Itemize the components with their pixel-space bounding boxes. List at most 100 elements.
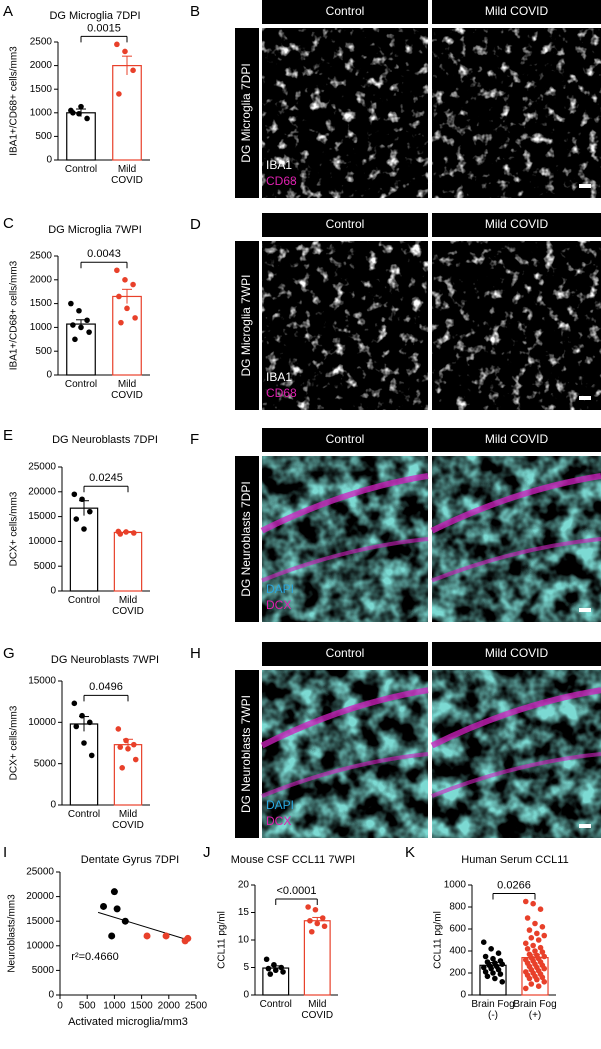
y-tick-label: 0 <box>48 990 54 1001</box>
data-point <box>73 516 80 522</box>
panel-letter: E <box>3 427 13 444</box>
panel-letter: G <box>3 645 15 662</box>
x-tick-label: Mild COVID <box>301 999 334 1021</box>
y-tick-label: 2500 <box>30 251 53 262</box>
data-point <box>528 935 535 941</box>
stain-label: CD68 <box>266 174 297 188</box>
y-tick-label: 0 <box>46 155 52 166</box>
side-bar <box>235 28 259 198</box>
panel-letter: A <box>3 3 13 20</box>
micrograph-texture <box>262 241 428 410</box>
y-tick-label: 0 <box>46 370 52 381</box>
data-point <box>488 946 494 952</box>
p-value: <0.0001 <box>276 885 316 897</box>
data-point <box>117 531 124 537</box>
column-header-label: Control <box>326 646 365 660</box>
dcx-band <box>430 687 601 749</box>
data-point <box>68 300 74 307</box>
y-axis-label: CCL11 pg/ml <box>217 911 228 969</box>
data-point <box>526 975 533 982</box>
side-label: DG Neuroblasts 7WPI <box>239 695 253 813</box>
data-point <box>499 979 506 985</box>
column-header-label: Mild COVID <box>485 217 549 231</box>
y-tick-label: 400 <box>449 946 466 957</box>
x-tick-label: Mild COVID <box>111 164 143 186</box>
y-tick-label: 20000 <box>28 486 56 497</box>
x-tick-label: 1500 <box>130 1001 153 1012</box>
column-header <box>432 428 601 452</box>
chart-title: DG Microglia 7WPI <box>48 224 142 236</box>
data-point <box>495 966 502 973</box>
fit-line <box>97 911 188 941</box>
data-point <box>131 530 137 536</box>
micrograph-texture <box>432 241 601 410</box>
data-point <box>539 974 546 981</box>
data-point <box>541 965 548 972</box>
x-tick-label: Mild COVID <box>111 379 143 401</box>
scale-bar <box>579 608 591 612</box>
x-tick-label: Control <box>259 999 292 1010</box>
bar <box>113 531 143 592</box>
y-tick-label: 0 <box>50 800 56 811</box>
side-bar <box>235 456 259 622</box>
p-value: 0.0043 <box>87 248 121 260</box>
y-tick-label: 15000 <box>28 676 56 687</box>
micrograph-texture <box>432 28 601 198</box>
chart-title: DG Neuroblasts 7WPI <box>51 654 159 666</box>
y-tick-label: 15000 <box>26 916 54 927</box>
data-point <box>484 973 491 980</box>
y-tick-label: 2000 <box>30 274 53 285</box>
data-point <box>70 110 76 116</box>
data-point <box>86 329 92 335</box>
dcx-band <box>431 752 601 798</box>
y-tick-label: 600 <box>449 924 466 935</box>
y-tick-label: 0 <box>243 990 249 1001</box>
data-point <box>131 741 137 748</box>
data-point <box>114 267 120 274</box>
data-point <box>143 932 151 940</box>
y-tick-label: 10000 <box>26 940 54 951</box>
data-point <box>482 953 489 960</box>
data-point <box>79 496 85 503</box>
data-point <box>78 324 84 331</box>
data-point <box>132 756 139 763</box>
y-tick-label: 10000 <box>28 717 56 728</box>
y-axis-label: IBA1+/CD68+ cells/mm3 <box>9 260 20 370</box>
stain-label: DCX <box>266 814 291 828</box>
data-point <box>123 529 129 535</box>
y-tick-label: 5000 <box>32 965 55 976</box>
p-value: 0.0015 <box>87 22 121 34</box>
data-point <box>116 293 122 300</box>
data-point <box>534 930 540 937</box>
y-tick-label: 20 <box>238 880 250 891</box>
x-tick-label: Control <box>64 379 98 390</box>
data-point <box>532 948 538 954</box>
data-point <box>124 305 130 312</box>
data-point <box>115 726 122 732</box>
scale-bar <box>579 184 591 188</box>
data-point <box>278 964 285 971</box>
data-point <box>76 307 82 314</box>
side-label: DG Microglia 7WPI <box>239 274 253 376</box>
data-point <box>79 712 85 719</box>
data-point <box>488 965 494 972</box>
side-bar <box>235 670 259 838</box>
data-point <box>541 979 548 985</box>
data-point <box>72 336 78 343</box>
column-header-label: Control <box>326 217 365 231</box>
chart-title: Human Serum CCL11 <box>461 854 568 866</box>
data-point <box>123 737 129 744</box>
panel-letter: H <box>190 645 201 662</box>
data-point <box>71 491 78 498</box>
x-tick-label: 500 <box>79 1001 96 1012</box>
x-tick-label: Control <box>67 595 101 606</box>
column-header <box>432 642 601 666</box>
data-point <box>108 932 116 940</box>
stain-label: DAPI <box>266 798 294 812</box>
data-point <box>321 923 328 930</box>
y-tick-label: 1500 <box>30 84 53 95</box>
panel-letter: C <box>3 215 14 232</box>
column-header <box>262 0 428 24</box>
y-axis-label: DCX+ cells/mm3 <box>9 705 20 780</box>
